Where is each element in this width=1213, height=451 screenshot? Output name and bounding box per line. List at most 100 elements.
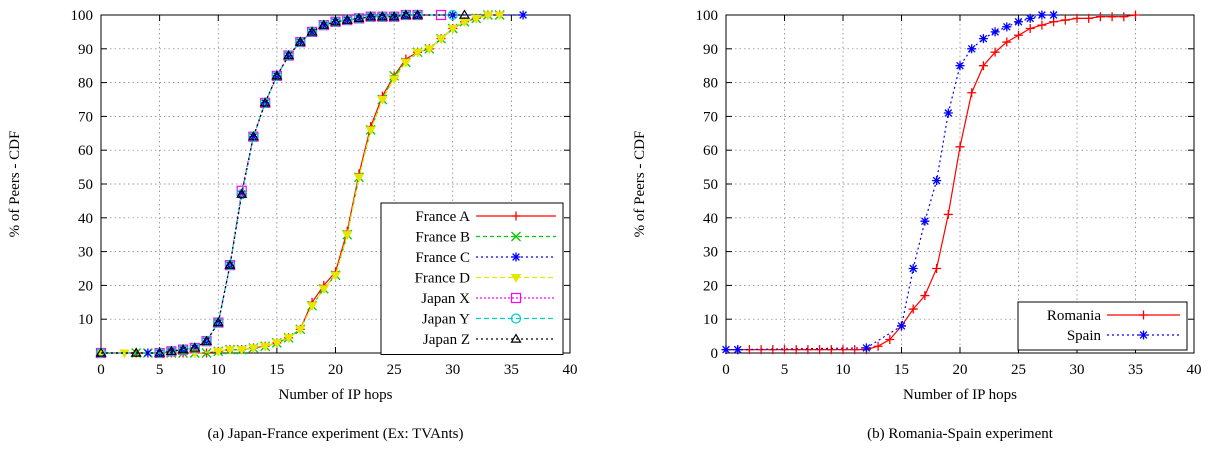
data-point — [271, 339, 283, 349]
data-point — [388, 11, 400, 21]
data-point — [1060, 15, 1070, 25]
data-point — [224, 346, 236, 355]
legend-marker — [1139, 310, 1148, 320]
x-tick-label: 30 — [1070, 362, 1085, 378]
data-point — [318, 285, 329, 295]
series-line — [726, 14, 1054, 351]
y-tick-label: 20 — [78, 278, 93, 294]
legend-marker — [511, 231, 521, 242]
legend-label: France A — [415, 209, 470, 225]
data-point — [458, 9, 471, 19]
x-tick-label: 35 — [504, 362, 519, 378]
y-tick-label: 20 — [703, 278, 718, 294]
y-tick-label: 90 — [78, 42, 93, 58]
data-point — [1025, 24, 1035, 34]
data-point — [330, 271, 341, 281]
data-point — [990, 47, 1000, 57]
legend-marker — [511, 211, 521, 221]
data-point — [165, 345, 177, 356]
y-tick-label: 50 — [703, 177, 718, 193]
data-point — [978, 34, 988, 44]
legend-label: France B — [415, 230, 470, 246]
legend-marker — [510, 313, 522, 324]
legend-label: France D — [415, 271, 471, 287]
data-point — [177, 343, 189, 354]
y-axis-label: % of Peers - CDF — [7, 131, 23, 238]
data-point — [850, 345, 860, 355]
data-point — [412, 48, 423, 58]
data-point — [943, 209, 953, 219]
x-tick-label: 20 — [328, 362, 343, 378]
data-point — [247, 130, 259, 141]
series-line — [101, 14, 500, 354]
data-point — [826, 345, 836, 355]
data-point — [271, 70, 283, 80]
y-tick-label: 30 — [78, 245, 93, 261]
legend-marker — [510, 273, 522, 283]
data-point — [920, 291, 930, 301]
data-point — [200, 335, 213, 345]
data-point — [259, 97, 271, 107]
legend-marker — [1139, 330, 1148, 340]
data-point — [306, 302, 318, 311]
y-tick-label: 50 — [78, 177, 93, 193]
data-point — [1014, 17, 1023, 27]
data-point — [212, 316, 224, 327]
legend-label: France C — [415, 250, 470, 266]
data-point — [248, 344, 259, 354]
data-point — [201, 348, 212, 358]
data-point — [815, 345, 825, 355]
data-point — [885, 334, 895, 344]
data-point — [388, 75, 400, 85]
y-tick-label: 30 — [703, 245, 718, 261]
legend-label: Romania — [1047, 308, 1101, 324]
data-point — [838, 345, 848, 355]
x-tick-label: 40 — [563, 362, 578, 378]
data-point — [189, 342, 201, 352]
data-point — [1107, 12, 1117, 22]
x-tick-label: 25 — [1011, 362, 1026, 378]
legend: France A France B France C France D Japan X J… — [380, 202, 564, 355]
x-tick-label: 30 — [445, 362, 460, 378]
data-point — [319, 20, 329, 30]
data-point — [224, 259, 236, 269]
data-point — [803, 345, 813, 355]
x-tick-label: 10 — [211, 362, 226, 378]
y-tick-label: 80 — [703, 76, 718, 92]
data-point — [412, 9, 424, 19]
data-point — [130, 347, 142, 357]
y-tick-label: 100 — [696, 8, 719, 24]
data-point — [978, 61, 988, 71]
x-tick-label: 0 — [722, 362, 730, 378]
data-point — [791, 345, 801, 355]
data-point — [1002, 37, 1012, 47]
x-tick-label: 15 — [269, 362, 284, 378]
data-point — [518, 10, 528, 20]
x-axis-label: Number of IP hops — [903, 387, 1017, 403]
legend-marker — [511, 252, 521, 262]
data-point — [908, 264, 918, 273]
data-point — [435, 35, 447, 44]
data-point — [932, 264, 942, 273]
y-tick-label: 70 — [78, 109, 93, 125]
x-tick-label: 40 — [1187, 362, 1202, 378]
data-point — [376, 11, 388, 21]
grid — [101, 15, 570, 353]
data-point — [190, 343, 200, 353]
legend-box — [380, 202, 564, 355]
chart-japan-france: 0 5 10 15 20 25 30 35 40 10 20 30 40 50 60 70 80 90 100 Num… — [7, 8, 578, 442]
data-point — [955, 142, 965, 152]
y-tick-label: 90 — [703, 42, 718, 58]
y-tick-label: 60 — [78, 143, 93, 159]
data-point — [342, 15, 352, 25]
data-point — [366, 12, 376, 22]
data-point — [1025, 13, 1035, 23]
data-point — [353, 173, 365, 183]
data-point — [1119, 12, 1129, 22]
data-point — [955, 61, 965, 71]
data-point — [721, 345, 731, 355]
legend-box — [1017, 301, 1188, 351]
data-point — [897, 321, 906, 331]
data-point — [1037, 20, 1047, 30]
